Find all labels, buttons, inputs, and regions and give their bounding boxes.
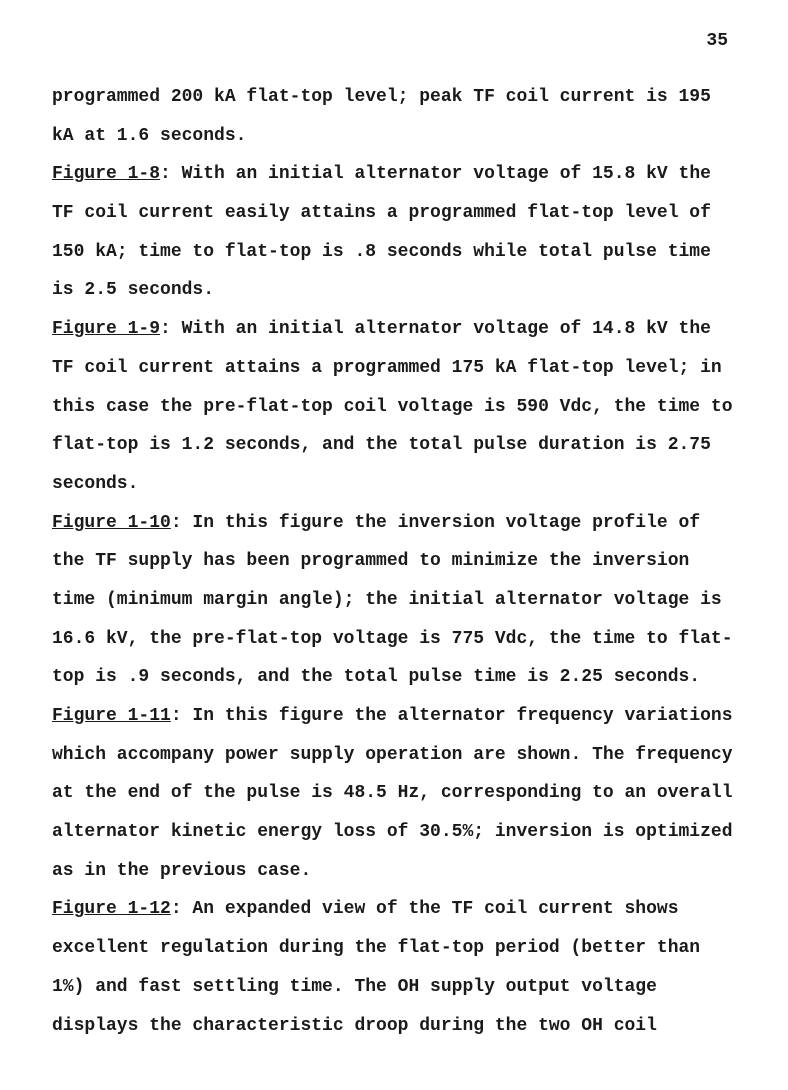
body-text: : With an initial alternator voltage of … xyxy=(52,319,733,494)
page-number: 35 xyxy=(706,22,728,61)
figure-label: Figure 1-10 xyxy=(52,513,171,533)
paragraph-fig-1-11: Figure 1-11: In this figure the alternat… xyxy=(52,697,736,890)
page-body: programmed 200 kA flat-top level; peak T… xyxy=(52,78,736,1045)
body-text: : In this figure the alternator frequenc… xyxy=(52,706,733,881)
paragraph-fig-1-9: Figure 1-9: With an initial alternator v… xyxy=(52,310,736,503)
body-text: programmed 200 kA flat-top level; peak T… xyxy=(52,87,711,146)
paragraph-fig-1-10: Figure 1-10: In this figure the inversio… xyxy=(52,504,736,697)
paragraph-fig-1-12: Figure 1-12: An expanded view of the TF … xyxy=(52,890,736,1045)
figure-label: Figure 1-8 xyxy=(52,164,160,184)
figure-label: Figure 1-12 xyxy=(52,899,171,919)
paragraph-fig-1-8: Figure 1-8: With an initial alternator v… xyxy=(52,155,736,310)
figure-label: Figure 1-11 xyxy=(52,706,171,726)
body-text: : In this figure the inversion voltage p… xyxy=(52,513,733,688)
figure-label: Figure 1-9 xyxy=(52,319,160,339)
body-text: : With an initial alternator voltage of … xyxy=(52,164,711,300)
paragraph-intro: programmed 200 kA flat-top level; peak T… xyxy=(52,78,736,155)
body-text: : An expanded view of the TF coil curren… xyxy=(52,899,700,1035)
